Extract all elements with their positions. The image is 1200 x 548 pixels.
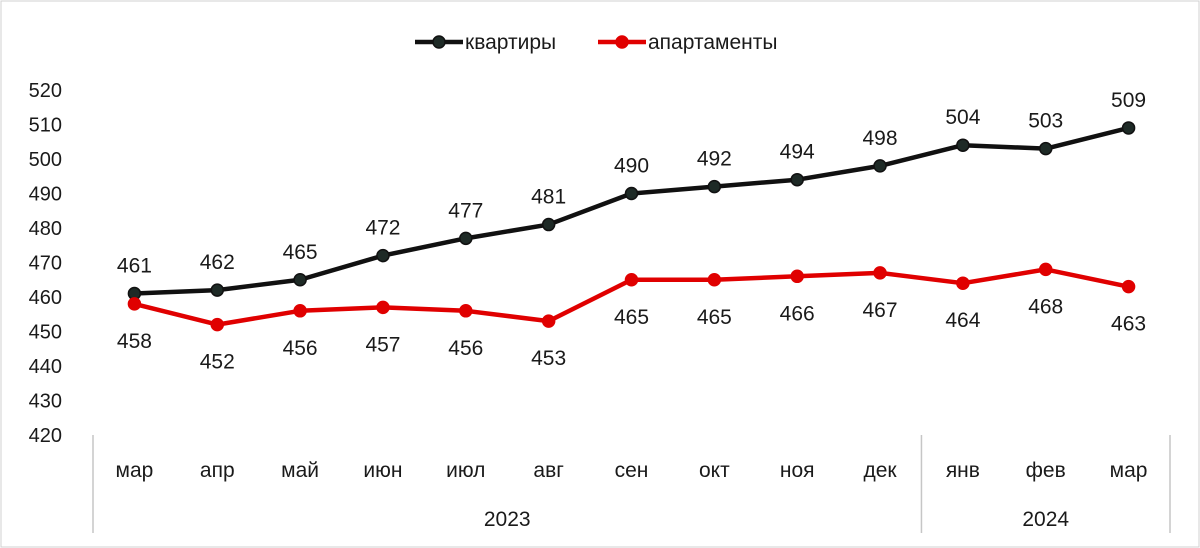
data-label: 467 bbox=[863, 299, 898, 322]
data-label: 477 bbox=[448, 199, 483, 222]
x-group-label: 2024 bbox=[1022, 508, 1069, 531]
data-label: 503 bbox=[1028, 110, 1063, 133]
x-tick-label: фев bbox=[1026, 459, 1066, 482]
data-label: 457 bbox=[365, 333, 400, 356]
data-point bbox=[376, 248, 390, 263]
data-label: 472 bbox=[365, 217, 400, 240]
y-tick-label: 480 bbox=[29, 218, 62, 240]
data-label: 498 bbox=[863, 127, 898, 150]
data-point bbox=[210, 283, 225, 297]
data-point bbox=[790, 269, 804, 284]
data-point bbox=[1121, 121, 1136, 135]
data-point bbox=[459, 304, 473, 318]
x-tick-label: янв bbox=[946, 459, 980, 482]
x-tick-label: дек bbox=[863, 459, 897, 482]
data-label: 452 bbox=[200, 351, 235, 374]
legend-item: квартиры bbox=[415, 31, 556, 54]
data-point bbox=[873, 159, 887, 173]
series-2: 458 452 456 457 456 453 465 465 466 467 464 468 463 bbox=[117, 262, 1146, 374]
data-point bbox=[127, 297, 142, 311]
legend-item: апартаменты bbox=[598, 31, 777, 54]
data-point bbox=[956, 138, 970, 152]
legend-label: квартиры bbox=[465, 31, 556, 54]
y-tick-label: 440 bbox=[29, 356, 62, 378]
data-point bbox=[790, 172, 804, 187]
data-label: 490 bbox=[614, 155, 649, 178]
legend-marker bbox=[615, 35, 629, 49]
data-point bbox=[541, 314, 556, 328]
data-label: 509 bbox=[1111, 89, 1146, 112]
x-tick-label: мар bbox=[116, 459, 154, 482]
data-point bbox=[624, 273, 639, 287]
data-label: 463 bbox=[1111, 313, 1146, 336]
data-label: 462 bbox=[200, 251, 235, 274]
data-label: 464 bbox=[945, 309, 980, 332]
y-tick-label: 500 bbox=[29, 149, 62, 171]
data-label: 453 bbox=[531, 347, 566, 370]
y-tick-label: 490 bbox=[29, 184, 62, 206]
data-label: 458 bbox=[117, 330, 152, 353]
y-tick-label: 460 bbox=[29, 287, 62, 309]
x-tick-label: май bbox=[281, 459, 319, 482]
y-tick-label: 430 bbox=[29, 391, 62, 413]
series-1: 461 462 465 472 477 481 490 492 494 498 504 503 509 bbox=[117, 89, 1146, 301]
x-tick-label: авг bbox=[533, 459, 564, 482]
x-axis: 2023 2024 мар апр май июн июл авг сен окт ноя дек ян… bbox=[92, 435, 1171, 533]
data-label: 461 bbox=[117, 255, 152, 278]
x-tick-label: июн bbox=[363, 459, 402, 482]
data-point bbox=[624, 186, 639, 201]
data-point bbox=[707, 179, 722, 194]
x-tick-label: мар bbox=[1110, 459, 1148, 482]
data-label: 492 bbox=[697, 148, 732, 171]
y-tick-label: 520 bbox=[29, 80, 62, 102]
y-tick-label: 470 bbox=[29, 253, 62, 275]
data-label: 465 bbox=[283, 241, 318, 264]
data-point bbox=[459, 231, 473, 246]
data-point bbox=[376, 300, 390, 315]
x-tick-label: июл bbox=[446, 459, 485, 482]
data-point bbox=[873, 266, 887, 280]
x-group-label: 2023 bbox=[484, 508, 531, 531]
x-tick-label: апр bbox=[200, 459, 235, 482]
data-label: 466 bbox=[780, 302, 815, 325]
y-axis: 420 430 440 450 460 470 480 490 500 510 520 bbox=[29, 80, 62, 447]
data-point bbox=[1121, 279, 1136, 294]
data-label: 465 bbox=[697, 306, 732, 329]
legend-marker bbox=[432, 35, 446, 49]
data-label: 465 bbox=[614, 306, 649, 329]
y-tick-label: 450 bbox=[29, 322, 62, 344]
data-label: 456 bbox=[448, 337, 483, 360]
data-point bbox=[293, 273, 307, 287]
data-point bbox=[210, 317, 225, 332]
data-point bbox=[1038, 262, 1053, 277]
legend: квартиры апартаменты bbox=[415, 31, 777, 54]
data-point bbox=[707, 273, 722, 287]
data-label: 494 bbox=[780, 141, 815, 164]
y-tick-label: 510 bbox=[29, 115, 62, 137]
data-label: 456 bbox=[283, 337, 318, 360]
data-point bbox=[1038, 141, 1053, 156]
data-label: 504 bbox=[945, 106, 980, 129]
y-tick-label: 420 bbox=[29, 425, 62, 447]
data-point bbox=[956, 276, 970, 290]
x-tick-label: сен bbox=[615, 459, 649, 482]
data-point bbox=[541, 217, 556, 232]
x-tick-label: ноя bbox=[780, 459, 815, 482]
x-tick-label: окт bbox=[699, 459, 730, 482]
legend-label: апартаменты bbox=[648, 31, 777, 54]
data-label: 468 bbox=[1028, 295, 1063, 318]
data-label: 481 bbox=[531, 186, 566, 209]
data-point bbox=[293, 304, 307, 318]
